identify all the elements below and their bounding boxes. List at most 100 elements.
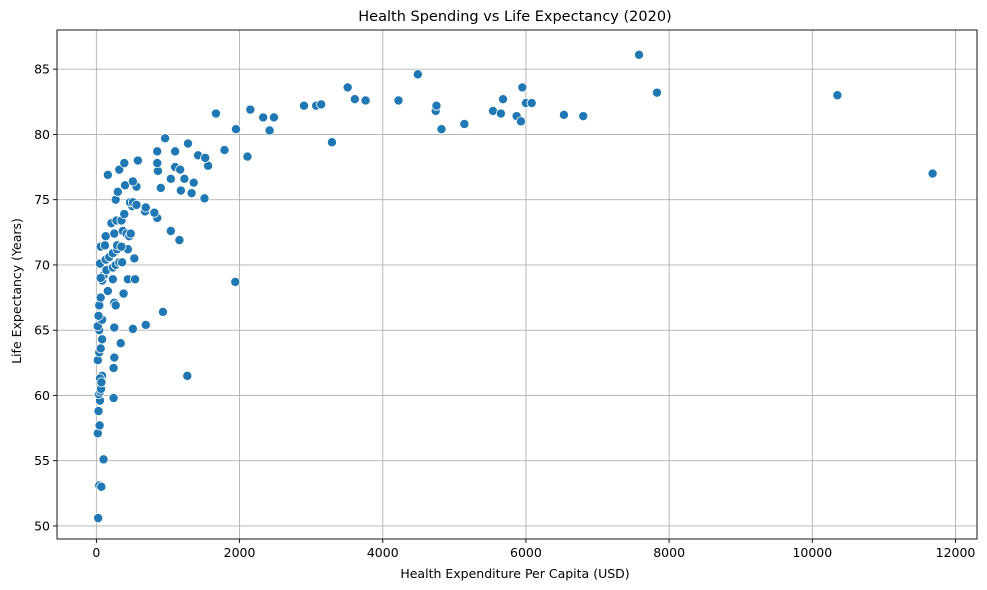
data-point <box>299 100 310 111</box>
data-point <box>140 202 151 213</box>
data-point <box>107 274 118 285</box>
data-point <box>127 176 138 187</box>
data-point <box>96 377 107 388</box>
data-point <box>119 158 130 169</box>
data-point <box>264 125 275 136</box>
data-point <box>118 288 129 299</box>
data-point <box>95 343 106 354</box>
data-point <box>431 100 442 111</box>
y-tick-label: 70 <box>34 257 50 272</box>
x-tick-label: 2000 <box>224 545 256 560</box>
data-point <box>634 49 645 60</box>
data-point <box>268 112 279 123</box>
x-tick-label: 8000 <box>653 545 685 560</box>
data-point <box>179 173 190 184</box>
data-point <box>117 257 128 268</box>
data-point <box>342 82 353 93</box>
data-point <box>495 108 506 119</box>
data-point <box>94 420 105 431</box>
y-tick-label: 55 <box>34 453 50 468</box>
data-point <box>93 310 104 321</box>
data-point <box>140 319 151 330</box>
axis-ticks: 0 2000 4000 6000 8000 10000 12000 50 55 60 65 70 75 8… <box>34 62 975 560</box>
data-point <box>129 253 140 264</box>
data-point <box>258 112 269 123</box>
x-tick-label: 12000 <box>936 545 976 560</box>
data-point <box>245 104 256 115</box>
data-point <box>316 99 327 110</box>
data-point <box>125 228 136 239</box>
data-point <box>95 292 106 303</box>
data-point <box>152 146 163 157</box>
data-point <box>130 274 141 285</box>
data-point <box>526 98 537 109</box>
data-point <box>517 82 528 93</box>
data-point <box>109 228 120 239</box>
data-point <box>832 90 843 101</box>
data-point <box>109 322 120 333</box>
data-point <box>349 94 360 105</box>
y-tick-label: 75 <box>34 192 50 207</box>
y-tick-label: 65 <box>34 323 50 338</box>
data-point <box>170 146 181 157</box>
x-tick-label: 10000 <box>792 545 832 560</box>
data-point <box>127 323 138 334</box>
data-point <box>175 164 186 175</box>
data-point <box>160 133 171 144</box>
data-points <box>92 49 938 524</box>
x-tick-label: 6000 <box>510 545 542 560</box>
data-point <box>393 95 404 106</box>
y-tick-label: 85 <box>34 62 50 77</box>
y-tick-label: 60 <box>34 388 50 403</box>
data-point <box>119 209 130 220</box>
data-point <box>498 94 509 105</box>
data-point <box>108 393 119 404</box>
data-point <box>132 155 143 166</box>
data-point <box>326 137 337 148</box>
y-tick-label: 50 <box>34 518 50 533</box>
data-point <box>120 180 131 191</box>
data-point <box>157 306 168 317</box>
data-point <box>183 138 194 149</box>
data-point <box>175 185 186 196</box>
data-point <box>114 164 125 175</box>
data-point <box>102 169 113 180</box>
plot-frame <box>56 29 978 540</box>
data-point <box>149 207 160 218</box>
data-point <box>210 108 221 119</box>
data-point <box>100 231 111 242</box>
data-point <box>230 276 241 287</box>
data-point <box>927 168 938 179</box>
data-point <box>188 177 199 188</box>
data-point <box>93 406 104 417</box>
data-point <box>155 182 166 193</box>
data-point <box>578 111 589 122</box>
data-point <box>558 109 569 120</box>
data-point <box>219 145 230 156</box>
x-tick-label: 4000 <box>367 545 399 560</box>
data-point <box>115 338 126 349</box>
data-point <box>436 124 447 135</box>
data-point <box>99 240 110 251</box>
data-point <box>174 235 185 246</box>
grid-lines <box>57 30 977 539</box>
data-point <box>230 124 241 135</box>
y-tick-label: 80 <box>34 127 50 142</box>
data-point <box>112 186 123 197</box>
data-point <box>96 481 107 492</box>
data-point <box>109 352 120 363</box>
data-point <box>110 300 121 311</box>
data-point <box>459 118 470 129</box>
data-point <box>102 286 113 297</box>
data-point <box>242 151 253 162</box>
x-tick-label: 0 <box>92 545 100 560</box>
data-point <box>412 69 423 80</box>
data-point <box>152 158 163 169</box>
data-point <box>360 95 371 106</box>
data-point <box>165 173 176 184</box>
data-point <box>515 116 526 127</box>
data-point <box>93 513 104 524</box>
data-point <box>199 193 210 204</box>
data-point <box>116 241 127 252</box>
